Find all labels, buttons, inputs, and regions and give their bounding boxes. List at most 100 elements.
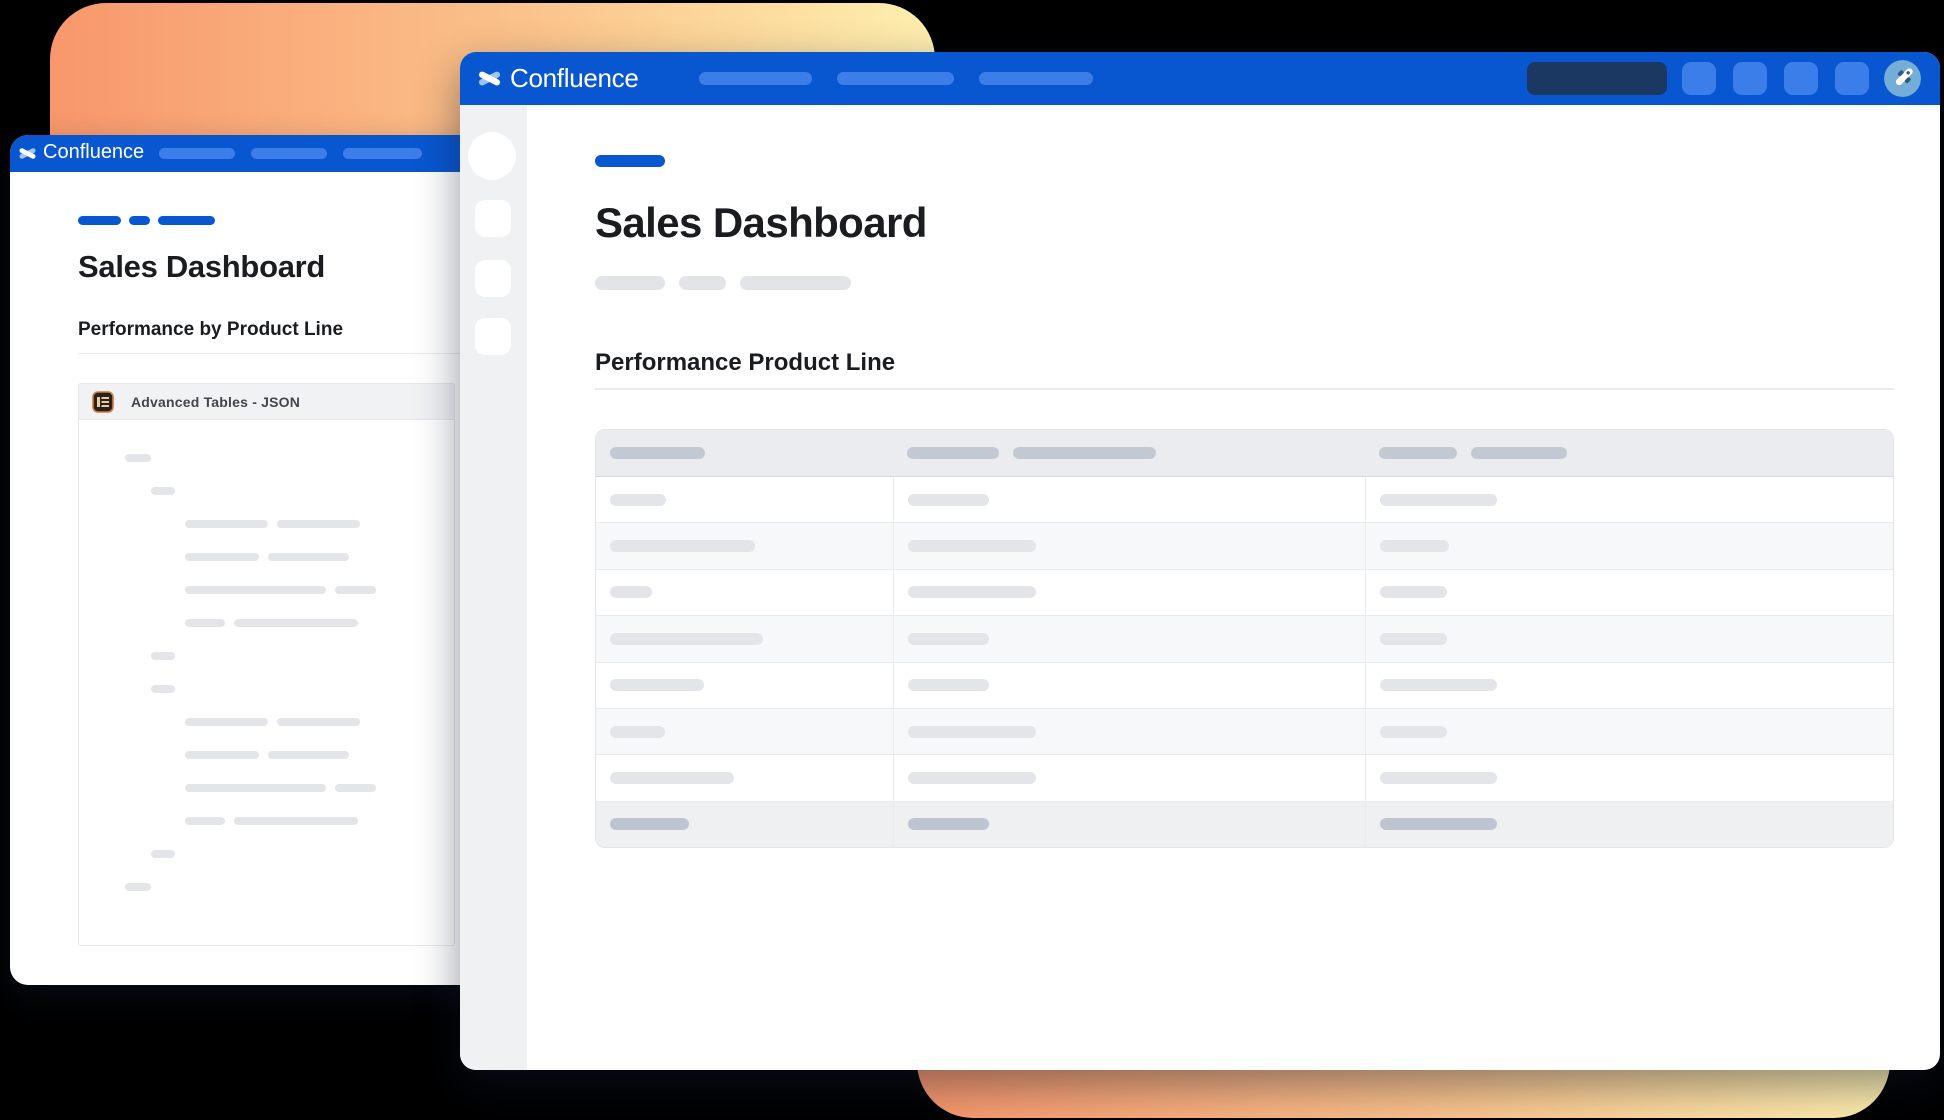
skeleton-pill <box>234 619 358 627</box>
byline-pill <box>679 276 726 290</box>
sidebar-item-3[interactable] <box>475 318 511 355</box>
json-skeleton-line <box>79 751 454 759</box>
table-header-row <box>596 430 1893 477</box>
table-cell <box>1365 708 1893 755</box>
table-cell <box>1365 616 1893 662</box>
front-titlebar: Confluence <box>460 52 1940 105</box>
table-row <box>596 568 1893 616</box>
front-confluence-window: Confluence Sales Dashboard Performance <box>460 52 1940 1070</box>
skeleton-pill <box>908 540 1036 553</box>
macro-header[interactable]: Advanced Tables - JSON <box>79 384 454 420</box>
table-cell <box>1365 523 1893 569</box>
table-cell <box>893 801 1365 847</box>
skeleton-pill <box>908 632 989 645</box>
skeleton-pill <box>335 586 376 594</box>
skeleton-pill <box>908 725 1036 738</box>
nav-pill-placeholder[interactable] <box>699 72 812 85</box>
rocket-avatar-icon <box>1884 60 1921 97</box>
table-cell <box>893 430 1365 476</box>
table-cell <box>596 709 893 754</box>
table-row <box>596 707 1893 755</box>
table-cell <box>596 616 893 661</box>
json-skeleton-line <box>79 652 454 660</box>
table-cell <box>893 616 1365 662</box>
json-skeleton-line <box>79 454 454 462</box>
nav-pill-placeholder[interactable] <box>837 72 954 85</box>
front-page-content: Sales Dashboard Performance Product Line <box>595 105 1894 848</box>
titlebar-action-button-1[interactable] <box>1682 62 1716 95</box>
advanced-tables-macro: Advanced Tables - JSON <box>78 383 455 946</box>
user-avatar[interactable] <box>1884 60 1921 97</box>
skeleton-pill <box>1380 632 1448 645</box>
table-cell <box>893 569 1365 616</box>
skeleton-pill <box>268 751 349 759</box>
skeleton-pill <box>1379 447 1458 459</box>
skeleton-pill <box>335 784 376 792</box>
skeleton-pill <box>185 553 259 561</box>
table-cell <box>1365 755 1893 801</box>
app-name: Confluence <box>43 141 145 163</box>
sidebar-item-1[interactable] <box>475 200 511 237</box>
back-page-content: Sales Dashboard Performance by Product L… <box>78 172 558 985</box>
nav-pill-placeholder[interactable] <box>979 72 1093 85</box>
space-label-placeholder <box>595 155 665 167</box>
skeleton-pill <box>908 818 989 831</box>
json-skeleton-line <box>79 586 454 594</box>
table-cell <box>596 802 893 847</box>
skeleton-pill <box>908 679 989 692</box>
titlebar-action-button-4[interactable] <box>1835 62 1869 95</box>
skeleton-pill <box>185 718 268 726</box>
table-row <box>596 477 1893 523</box>
top-nav-placeholder <box>699 72 1093 85</box>
table-cell <box>1365 662 1893 708</box>
table-row <box>596 615 1893 662</box>
skeleton-pill <box>185 751 259 759</box>
app-sidebar <box>460 105 527 1070</box>
titlebar-actions <box>1682 62 1869 95</box>
sidebar-item-2[interactable] <box>475 260 511 297</box>
skeleton-pill <box>610 586 652 599</box>
skeleton-pill <box>610 493 666 506</box>
json-skeleton-line <box>79 850 454 858</box>
skeleton-pill <box>907 447 999 459</box>
skeleton-pill <box>151 850 175 858</box>
nav-pill-placeholder[interactable] <box>251 148 327 159</box>
skeleton-pill <box>610 771 734 784</box>
skeleton-pill <box>268 553 349 561</box>
json-skeleton-line <box>79 553 454 561</box>
search-input[interactable] <box>1527 62 1667 95</box>
byline-pill <box>740 276 851 290</box>
table-cell <box>893 477 1365 523</box>
nav-pill-placeholder[interactable] <box>343 148 422 159</box>
skeleton-pill <box>185 586 326 594</box>
breadcrumb-pill[interactable] <box>158 216 215 225</box>
skeleton-pill <box>1380 771 1498 784</box>
skeleton-pill <box>610 818 689 831</box>
skeleton-pill <box>125 454 151 462</box>
table-cell <box>596 663 893 708</box>
nav-pill-placeholder[interactable] <box>159 148 235 159</box>
titlebar-action-button-2[interactable] <box>1733 62 1767 95</box>
skeleton-pill <box>1380 586 1448 599</box>
macro-label: Advanced Tables - JSON <box>131 393 301 410</box>
skeleton-pill <box>610 679 704 692</box>
page-title: Sales Dashboard <box>595 199 927 246</box>
skeleton-pill <box>1380 679 1498 692</box>
sidebar-home-button[interactable] <box>468 132 516 180</box>
breadcrumb-pill[interactable] <box>129 216 150 225</box>
json-skeleton-line <box>79 883 454 891</box>
skeleton-pill <box>185 784 326 792</box>
section-heading: Performance by Product Line <box>78 319 344 340</box>
heading-divider <box>595 388 1894 390</box>
skeleton-pill <box>185 619 225 627</box>
breadcrumb-pill[interactable] <box>78 216 121 225</box>
json-skeleton-line <box>79 619 454 627</box>
confluence-logo-icon <box>19 148 36 159</box>
json-skeleton-line <box>79 784 454 792</box>
skeleton-pill <box>1013 447 1156 459</box>
titlebar-action-button-3[interactable] <box>1784 62 1818 95</box>
skeleton-pill <box>908 493 989 506</box>
table-row <box>596 754 1893 801</box>
table-cell <box>596 430 893 476</box>
